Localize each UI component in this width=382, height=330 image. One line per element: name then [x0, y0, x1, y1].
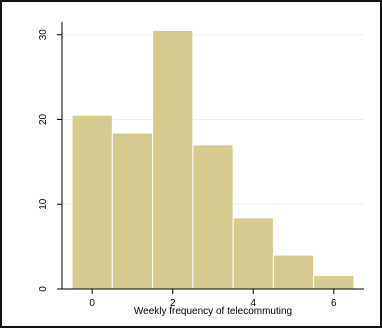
y-axis-ticks: 0 10 20 30 — [38, 29, 62, 292]
histogram-bar — [71, 114, 113, 290]
bars — [71, 29, 355, 290]
histogram-bar — [313, 274, 355, 290]
y-tick-label: 20 — [38, 113, 49, 125]
y-tick-label: 10 — [38, 198, 49, 210]
x-tick-label: 0 — [89, 298, 95, 309]
histogram-bar — [111, 132, 154, 290]
y-tick-label: 30 — [38, 29, 49, 41]
y-tick-label: 0 — [38, 286, 49, 292]
x-tick-label: 2 — [170, 298, 176, 309]
histogram-bar — [232, 217, 274, 290]
x-axis-ticks: 0 2 4 6 — [89, 289, 337, 309]
histogram-bar — [192, 144, 234, 290]
histogram-bar — [152, 29, 194, 290]
x-tick-label: 6 — [331, 298, 337, 309]
axes — [61, 22, 364, 290]
x-axis-title: Weekly frequency of telecommuting — [134, 306, 292, 317]
histogram-bar — [272, 254, 315, 290]
x-tick-label: 4 — [250, 298, 256, 309]
